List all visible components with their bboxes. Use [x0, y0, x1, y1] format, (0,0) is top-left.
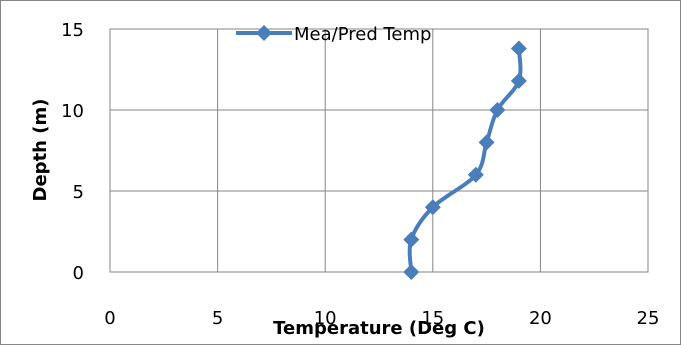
data-point-marker — [424, 199, 441, 216]
y-tick-label: 0 — [73, 263, 84, 284]
x-tick-label: 25 — [637, 308, 660, 329]
legend: Mea/Pred Temp — [236, 24, 431, 45]
legend-label: Mea/Pred Temp — [294, 24, 431, 45]
gridlines — [110, 29, 648, 272]
data-point-marker — [403, 231, 420, 248]
series-mea-pred-temp — [403, 40, 527, 280]
data-point-marker — [478, 134, 495, 151]
data-point-marker — [467, 166, 484, 183]
y-tick-label: 10 — [61, 101, 84, 122]
plot-area — [109, 28, 649, 273]
x-tick-label: 0 — [104, 308, 115, 329]
x-tick-label: 15 — [421, 308, 444, 329]
x-tick-label: 5 — [212, 308, 223, 329]
y-axis-label: Depth (m) — [30, 99, 51, 202]
y-tick-label: 5 — [73, 182, 84, 203]
x-axis-ticks: 0 5 10 15 20 25 — [104, 308, 659, 329]
data-point-marker — [403, 264, 420, 280]
y-tick-label: 15 — [61, 20, 84, 41]
data-point-marker — [510, 72, 527, 89]
x-axis-label: Temperature (Deg C) — [273, 318, 485, 339]
x-tick-label: 10 — [314, 308, 337, 329]
data-point-marker — [510, 40, 527, 57]
x-tick-label: 20 — [529, 308, 552, 329]
y-axis-ticks: 0 5 10 15 — [61, 20, 84, 284]
legend-diamond-marker — [256, 25, 272, 41]
data-point-marker — [489, 102, 506, 118]
